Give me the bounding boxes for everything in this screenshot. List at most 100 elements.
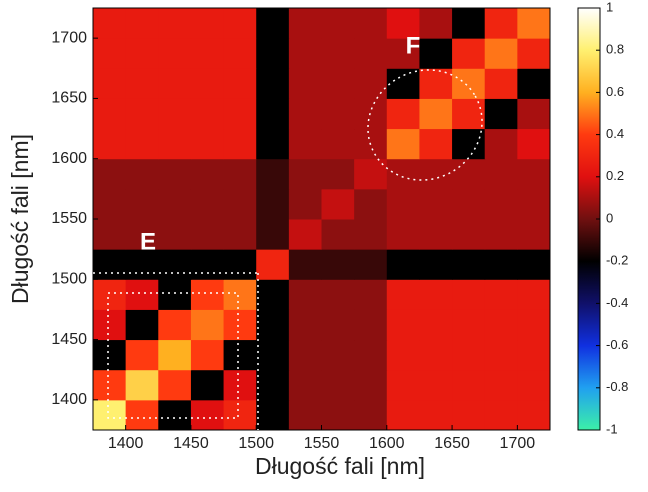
heatmap-cell (223, 399, 257, 430)
heatmap-cell (125, 68, 159, 99)
heatmap-cell (93, 309, 127, 341)
heatmap-cell (484, 8, 518, 39)
heatmap-cell (288, 219, 322, 250)
heatmap-cell (256, 68, 290, 99)
heatmap-cell (256, 38, 290, 69)
y-axis-label: Długość fali [nm] (7, 134, 33, 304)
heatmap-cell (288, 399, 322, 430)
heatmap-cell (354, 219, 388, 250)
heatmap-cell (419, 128, 453, 160)
heatmap-cell (386, 68, 420, 99)
heatmap-cell (158, 128, 192, 160)
heatmap-cell (484, 249, 518, 280)
heatmap-cell (386, 339, 420, 371)
colorbar-tick-label: 0.2 (606, 168, 624, 183)
heatmap-cell (93, 339, 127, 371)
heatmap-cell (452, 399, 486, 430)
colorbar-tick-label: 0.8 (606, 42, 624, 57)
heatmap-cell (125, 219, 159, 250)
heatmap-cell (354, 38, 388, 69)
heatmap-cell (223, 68, 257, 99)
heatmap-cell (419, 158, 453, 190)
heatmap-cell (321, 128, 355, 160)
heatmap-cell (223, 188, 257, 220)
y-tick-label: 1650 (51, 90, 87, 107)
heatmap-cell (256, 339, 290, 371)
heatmap-cell (386, 309, 420, 341)
heatmap-cell (93, 38, 127, 69)
heatmap-cell (484, 219, 518, 250)
heatmap-cell (93, 249, 127, 280)
heatmap-cell (93, 158, 127, 190)
heatmap-cell (452, 68, 486, 99)
heatmap-cell (256, 369, 290, 401)
y-tick-label: 1500 (51, 271, 87, 288)
heatmap-cell (517, 98, 550, 130)
heatmap-cell (517, 279, 550, 310)
heatmap-cell (223, 8, 257, 39)
heatmap-cell (484, 369, 518, 401)
heatmap-cell (93, 128, 127, 160)
heatmap-cell (158, 68, 192, 99)
heatmap-cell (386, 188, 420, 220)
y-tick-label: 1450 (51, 331, 87, 348)
heatmap-cell (484, 399, 518, 430)
heatmap-cell (419, 339, 453, 371)
heatmap-cell (190, 369, 225, 401)
heatmap-cell (386, 369, 420, 401)
heatmap-cell (419, 309, 453, 341)
annotation: E (140, 228, 156, 255)
heatmap-cell (517, 38, 550, 69)
heatmap-cell (321, 68, 355, 99)
heatmap-cell (190, 309, 225, 341)
heatmap-cell (158, 219, 192, 250)
heatmap-cell (321, 369, 355, 401)
colorbar-tick-label: 0.6 (606, 84, 624, 99)
heatmap-cell (419, 219, 453, 250)
heatmap-cell (158, 188, 192, 220)
heatmap-cell (190, 399, 225, 430)
heatmap-cell (190, 279, 225, 310)
heatmap-cell (452, 279, 486, 310)
heatmap-cell (386, 38, 420, 69)
heatmap-cell (354, 8, 388, 39)
heatmap-cell (223, 369, 257, 401)
heatmap-cell (452, 219, 486, 250)
heatmap-cell (386, 8, 420, 39)
colorbar-tick-label: -0.8 (606, 379, 628, 394)
heatmap-cell (288, 369, 322, 401)
heatmap-cell (484, 98, 518, 130)
heatmap-cell (452, 339, 486, 371)
heatmap-cell (256, 399, 290, 430)
heatmap-cell (93, 369, 127, 401)
heatmap-cell (158, 158, 192, 190)
colorbar-tick-label: -0.6 (606, 337, 628, 352)
heatmap-cell (125, 188, 159, 220)
heatmap-cell (321, 98, 355, 130)
x-tick-label: 1550 (304, 435, 340, 452)
colorbar-tick-label: -1 (606, 421, 618, 436)
heatmap-cell (419, 399, 453, 430)
heatmap-cell (158, 8, 192, 39)
heatmap-cell (256, 158, 290, 190)
heatmap-cell (158, 309, 192, 341)
heatmap-cell (419, 279, 453, 310)
x-tick-label: 1500 (238, 435, 274, 452)
heatmap-cell (288, 339, 322, 371)
heatmap-cell (125, 309, 159, 341)
heatmap-cell (190, 128, 225, 160)
heatmap-cell (321, 158, 355, 190)
heatmap-cell (190, 8, 225, 39)
heatmap-cell (288, 309, 322, 341)
heatmap-cell (517, 249, 550, 280)
heatmap-cell (125, 249, 159, 280)
heatmap-cell (452, 188, 486, 220)
heatmap-cell (484, 309, 518, 341)
heatmap-cell (452, 369, 486, 401)
heatmap-cell (288, 68, 322, 99)
heatmap-cell (288, 279, 322, 310)
heatmap-cell (386, 219, 420, 250)
heatmap-cell (93, 188, 127, 220)
y-tick-label: 1600 (51, 150, 87, 167)
